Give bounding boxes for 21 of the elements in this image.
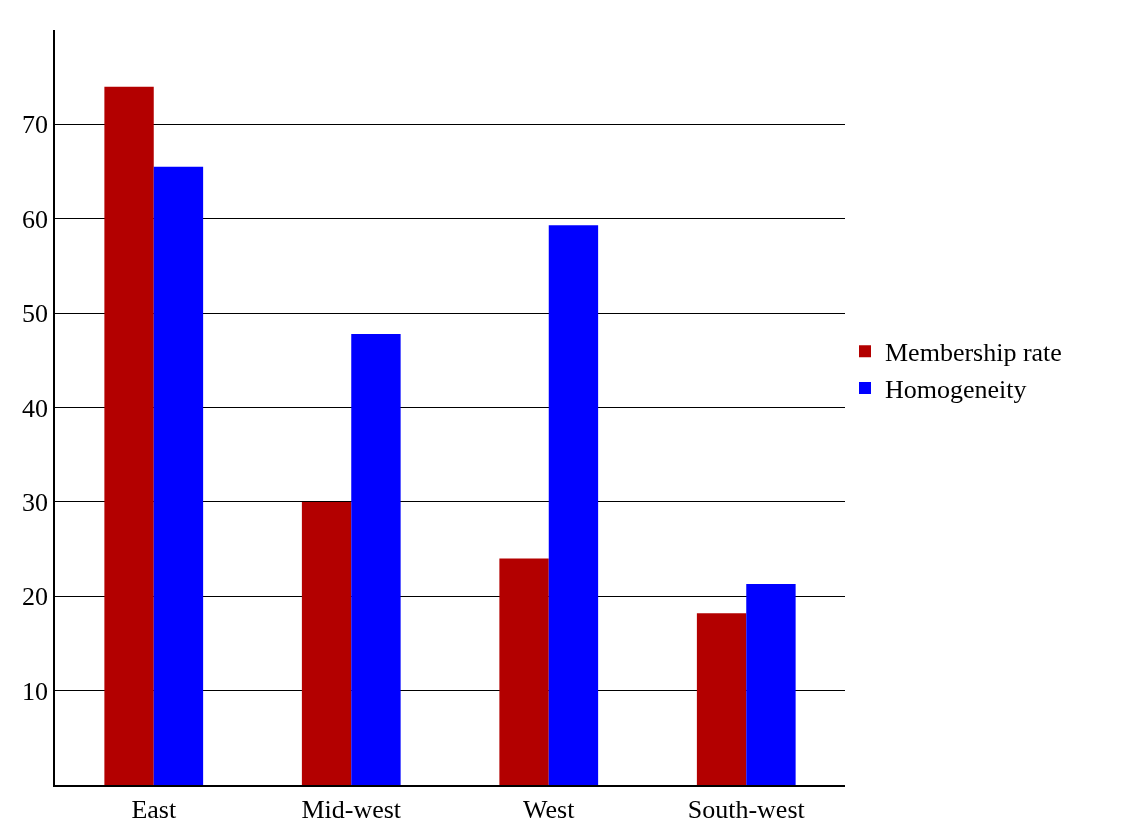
y-tick-label: 40	[22, 393, 49, 423]
y-tick-label: 10	[22, 676, 49, 706]
legend-label: Homogeneity	[885, 375, 1027, 405]
x-tick-label: South-west	[687, 794, 806, 824]
legend-label: Membership rate	[885, 338, 1062, 368]
y-tick-label: 50	[22, 299, 49, 329]
bar	[548, 225, 599, 785]
x-tick-label: East	[131, 794, 177, 824]
x-tick-label: Mid-west	[301, 794, 402, 824]
y-tick-label: 70	[22, 110, 49, 140]
bar	[696, 613, 747, 785]
bar	[351, 333, 401, 785]
y-tick-label: 20	[22, 582, 49, 612]
bar	[746, 583, 796, 785]
bar	[499, 558, 549, 785]
bar	[301, 501, 352, 785]
y-tick-label: 30	[22, 487, 49, 517]
bar	[153, 166, 204, 785]
bar	[104, 86, 154, 785]
y-tick-label: 60	[22, 204, 49, 234]
x-tick-label: West	[523, 794, 576, 824]
